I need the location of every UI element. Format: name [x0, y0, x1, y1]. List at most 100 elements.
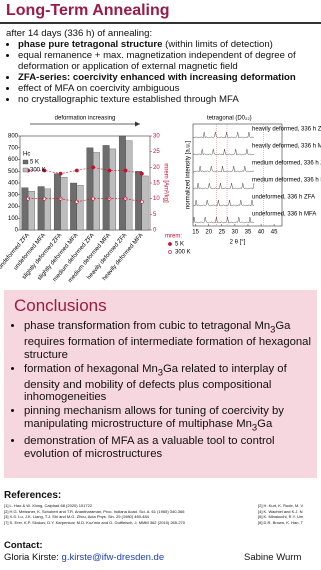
ref-title: References: — [4, 490, 62, 501]
bullet: demonstration of MFA as a valuable tool … — [24, 435, 311, 461]
plot-frame — [192, 123, 283, 227]
bar — [37, 186, 45, 231]
bullets: phase pure tetragonal structure (within … — [6, 39, 318, 105]
email[interactable]: g.kirste@ifw-dresden.de — [61, 552, 165, 563]
legend-label: 300 K — [30, 168, 46, 174]
pattern — [192, 199, 255, 207]
references: References: [1] L. Hao & W. Xiong, Calph… — [4, 490, 321, 525]
y-tick-label: 0 — [15, 228, 19, 234]
pattern-label: medium deformed, 336 h ZFA — [252, 161, 321, 167]
pattern-label: undeformed, 336 h ZFA — [252, 195, 315, 201]
charts: deformation increasing010020030040050060… — [0, 116, 321, 284]
t: Ga — [257, 418, 273, 431]
ref: [2] H.G. Meissner, K. Schubert and T.R. … — [4, 508, 185, 514]
bullet: phase pure tetragonal structure (within … — [18, 39, 318, 50]
bullet: phase transformation from cubic to tetra… — [24, 320, 311, 362]
pattern-label: undeformed, 336 h MFA — [252, 212, 316, 218]
y2-label: mrem [Am²/kg] — [162, 163, 168, 203]
ref: [6] K. Minakuchi, R.Y. Um — [258, 514, 304, 520]
title: Long-Term Annealing — [6, 2, 170, 19]
sub: 3 — [270, 323, 276, 335]
bar — [86, 147, 94, 231]
y-tick-label: 600 — [8, 157, 19, 163]
mrem-point — [91, 165, 96, 170]
legend2-marker — [168, 250, 172, 254]
bullet: equal remanence + max. magnetization ind… — [18, 50, 318, 72]
bullet: effect of MFA on coercivity ambiguous — [18, 83, 318, 94]
y2-tick-label: 5 — [153, 212, 157, 218]
rule — [0, 22, 321, 24]
legend-title: Hc — [23, 152, 30, 158]
arrow-head — [135, 121, 140, 127]
ref: [8] D.R. Brown, K. Han, T — [258, 519, 304, 525]
ref: [7] S. Erer, K.P. Skokov, D.Y. Karpenkov… — [4, 519, 185, 525]
y2-tick-label: 25 — [153, 149, 160, 155]
y-tick-label: 200 — [8, 204, 19, 210]
bar — [60, 176, 68, 231]
bar — [27, 191, 35, 231]
pattern-label: heavily deformed, 336 h MFA — [252, 144, 321, 150]
annealing-text: after 14 days (336 h) of annealing: phas… — [6, 28, 318, 105]
mrem-line — [28, 167, 142, 174]
text: (within limits of detection) — [162, 39, 273, 50]
conclusions: Conclusions phase transformation from cu… — [4, 290, 317, 478]
conclusions-title: Conclusions — [14, 296, 107, 315]
y2-tick-label: 30 — [153, 134, 160, 140]
legend2-title: mrem: — [165, 234, 182, 240]
legend2-label: 300 K — [175, 250, 191, 256]
ref: [1] L. Hao & W. Xiong, Calphad 68 (2020)… — [4, 503, 93, 508]
legend-swatch — [22, 159, 29, 165]
bar — [76, 185, 84, 231]
pattern-label: medium deformed, 336 h MFA — [252, 178, 321, 184]
bullet: no crystallographic texture established … — [18, 94, 318, 105]
t: Ga requires formation of intermediate fo… — [24, 320, 311, 361]
y2-tick-label: 15 — [153, 181, 160, 187]
ref: [3] X.S. Lu, J.K. Liang, T.J. Shi and M.… — [4, 514, 149, 520]
y-label: normalized intensity [a.u.] — [186, 141, 192, 209]
x-tick-label: 15 — [192, 230, 199, 236]
pattern — [193, 165, 255, 173]
legend2-marker — [168, 242, 172, 246]
ref: [2] H. Kurt, K. Rode, M. V — [258, 503, 304, 508]
bar — [92, 152, 100, 231]
y-tick-label: 500 — [8, 169, 19, 175]
ref-right: [2] H. Kurt, K. Rode, M. V [4] K. Wachte… — [258, 503, 303, 525]
bar — [70, 182, 78, 231]
pattern — [192, 182, 255, 190]
y2-tick-label: 20 — [153, 165, 160, 171]
sub: 3 — [157, 365, 163, 377]
t: Ga related to interplay of density and m… — [24, 362, 287, 404]
x-tick-label: 25 — [218, 230, 225, 236]
legend-label: 5 K — [30, 160, 39, 166]
t: pinning mechanism allows for tuning of c… — [24, 405, 284, 431]
bullet: formation of hexagonal Mn3Ga related to … — [24, 363, 311, 405]
ref: [4] K. Wachtel and K.J. N — [258, 508, 303, 514]
y2-tick-label: 0 — [153, 228, 157, 234]
other-contact: Sabine Wurm — [244, 552, 302, 563]
legend-swatch — [22, 167, 29, 173]
bullet: ZFA-series: coercivity enhanced with inc… — [18, 72, 318, 83]
pattern — [192, 131, 255, 139]
mrem-line — [28, 198, 142, 203]
bold: phase pure tetragonal structure — [18, 39, 163, 50]
chart-title: tetragonal (D0₂₂) — [207, 116, 252, 122]
bar — [125, 140, 133, 231]
bold: ZFA-series: coercivity enhanced with inc… — [18, 72, 296, 83]
t: formation of hexagonal Mn — [24, 362, 158, 375]
x-label: 2 θ [°] — [230, 240, 246, 246]
x-tick-label: 30 — [232, 230, 239, 236]
bar — [109, 148, 117, 231]
contact-title: Contact: — [4, 540, 43, 551]
y2-tick-label: 10 — [153, 196, 160, 202]
x-tick-label: 40 — [258, 230, 265, 236]
y-tick-label: 700 — [8, 145, 19, 151]
pattern-label: heavily deformed, 336 h ZFA — [252, 127, 321, 133]
legend2-label: 5 K — [175, 242, 184, 248]
bar — [118, 135, 126, 231]
bar — [102, 145, 110, 231]
contact: Contact: Gloria Kirste: g.kirste@ifw-dre… — [4, 540, 164, 564]
name: Gloria Kirste: — [4, 552, 62, 563]
mrem-point — [139, 171, 144, 176]
pattern — [192, 148, 255, 156]
